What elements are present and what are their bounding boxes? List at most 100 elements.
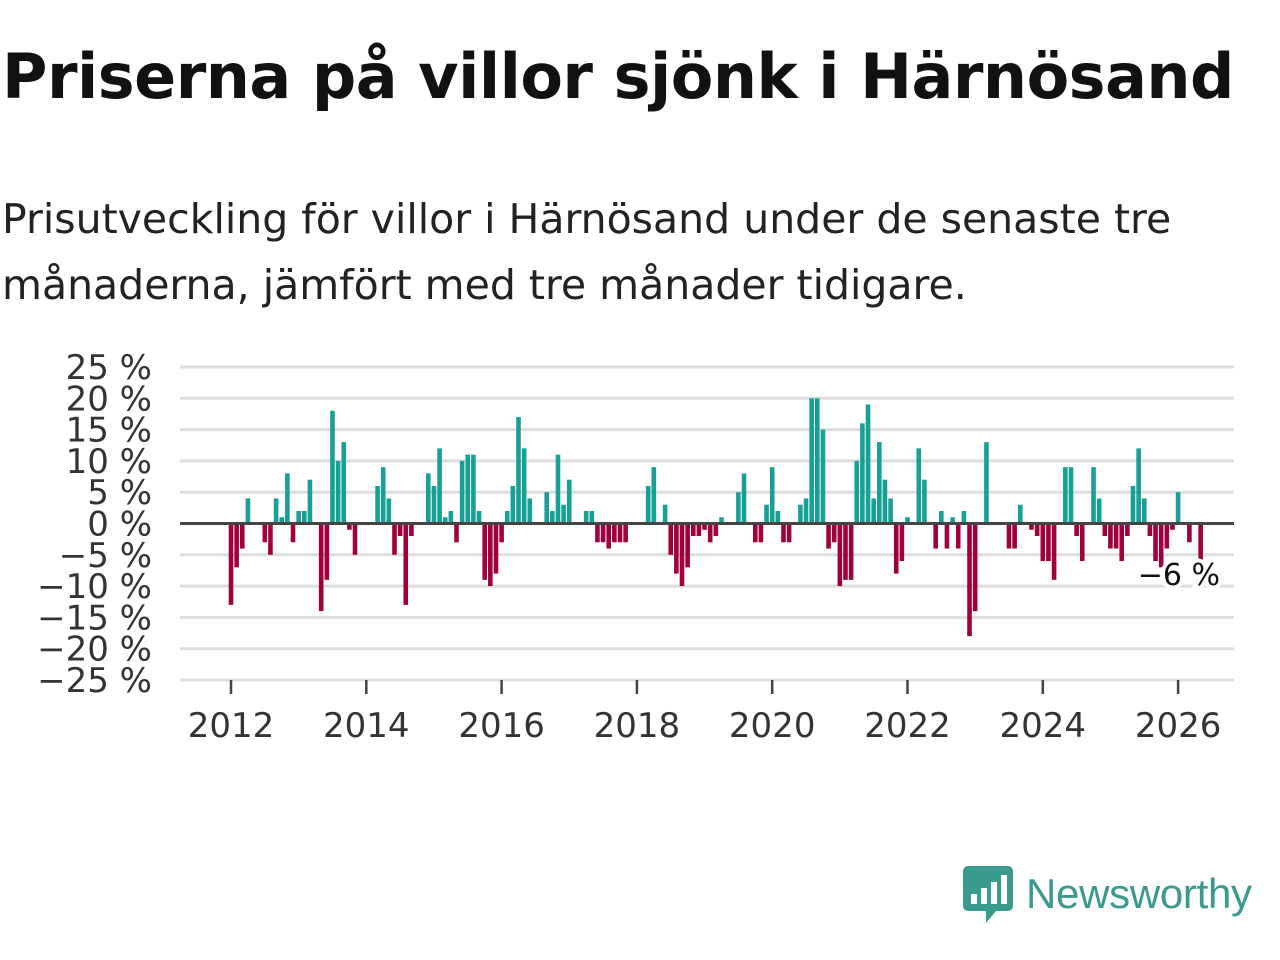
bar [1051,523,1057,580]
y-tick-label: 15 % [66,411,152,451]
bar [1153,523,1158,562]
bars [228,398,1203,637]
newsworthy-logo-icon [963,866,1013,923]
bar [679,523,685,587]
bar [296,510,301,524]
x-tick-label: 2022 [864,706,951,746]
y-tick-label: 20 % [66,379,152,419]
bar-chart: 25 %20 %15 %10 %5 %0 %−5 %−10 %−15 %−20 … [37,348,1234,746]
bar [488,523,493,587]
bar [347,523,352,530]
bar [499,523,504,543]
bar [409,523,414,537]
y-axis-labels: 25 %20 %15 %10 %5 %0 %−5 %−10 %−15 %−20 … [37,348,152,701]
bar [583,510,589,524]
bar [651,467,657,524]
bar [781,523,786,543]
bar [786,523,792,543]
bar [228,523,234,605]
bar [330,410,335,524]
bar [1102,523,1108,537]
bar [803,498,809,524]
bar [1046,523,1051,562]
bar [769,467,775,524]
bar [809,398,814,524]
bar [685,523,690,568]
x-tick-label: 2018 [594,706,681,746]
bar [1113,523,1119,549]
bar [668,523,674,555]
bar [285,473,290,524]
bar [972,523,978,612]
bar [1175,492,1181,524]
bar [1068,467,1074,524]
bar [837,523,843,587]
y-tick-label: −20 % [37,630,152,670]
bar [758,523,764,543]
bar [544,492,549,524]
bar [922,479,927,524]
bar [1006,523,1012,549]
y-tick-label: −15 % [37,598,152,638]
bar [854,460,860,524]
bar [352,523,358,555]
bar [623,523,628,543]
bar [431,485,437,524]
bar [386,498,392,524]
bar [550,510,555,524]
bar [815,398,820,524]
bar [527,498,533,524]
bar [967,523,972,637]
bar [1017,504,1023,524]
x-axis: 2012 2014 2016 2018 2020 2022 2024 2026 [188,680,1222,746]
bar [860,423,865,524]
bar [606,523,612,549]
bar [939,510,944,524]
bar [465,454,471,524]
bar [273,498,279,524]
bar [702,523,707,530]
bar [482,523,487,580]
bar [1136,448,1141,524]
bar [865,404,871,524]
bar [555,454,561,524]
bar [871,498,876,524]
bar [239,523,245,549]
bar [476,510,482,524]
bar [403,523,409,605]
bar [442,517,448,524]
bar [600,523,606,543]
bar [1029,523,1034,530]
newsworthy-logo: Newsworthy [962,864,1252,924]
bar [262,523,268,543]
bar [1198,523,1203,562]
bar [301,510,307,524]
bar [741,473,747,524]
bar [1108,523,1113,549]
x-tick-label: 2016 [458,706,545,746]
bar [1147,523,1153,537]
x-tick-label: 2014 [323,706,410,746]
bar [595,523,600,543]
bar [1130,485,1136,524]
bar [324,523,330,580]
bar [1091,467,1096,524]
bar [454,523,459,543]
bar [392,523,397,555]
bar [713,523,719,537]
bar [341,442,347,524]
bar [831,523,837,543]
bar [510,485,516,524]
bar [1141,498,1147,524]
bar [1063,467,1068,524]
bar [426,473,431,524]
bar [1074,523,1079,537]
bar [662,504,668,524]
bar [380,467,386,524]
bar [752,523,758,543]
bar [437,448,442,524]
bar [493,523,499,574]
bar [1012,523,1017,549]
newsworthy-logo-text: Newsworthy [1026,870,1252,917]
x-tick-label: 2026 [1135,706,1222,746]
